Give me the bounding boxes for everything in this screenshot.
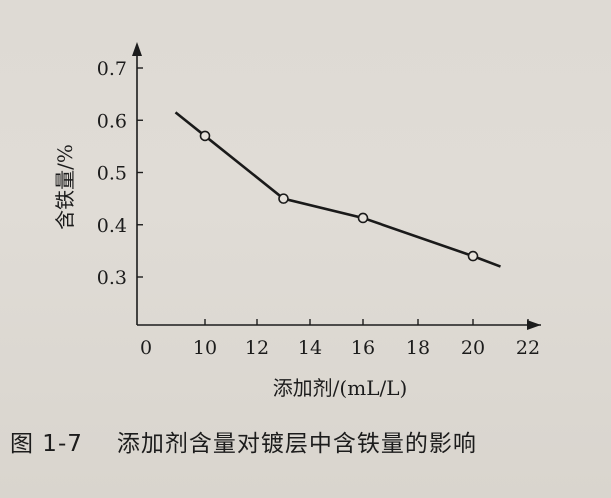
axes xyxy=(132,42,541,330)
y-axis-title: 含铁量/% xyxy=(53,144,77,230)
figure-caption: 图 1-7 添加剂含量对镀层中含铁量的影响 xyxy=(0,424,611,458)
x-tick-label: 20 xyxy=(461,337,485,359)
data-point xyxy=(357,212,369,224)
x-tick-label: 12 xyxy=(245,337,269,359)
caption-text: 添加剂含量对镀层中含铁量的影响 xyxy=(116,431,477,457)
data-point xyxy=(467,250,479,262)
x-tick-label: 18 xyxy=(406,337,430,359)
y-axis-arrow xyxy=(132,42,142,56)
data-point xyxy=(199,130,211,142)
ticks: 0 10 12 14 16 18 20 22 0.3 0.4 0.5 0.6 0.7 xyxy=(97,58,540,359)
y-tick-label: 0.6 xyxy=(97,110,127,132)
y-tick-label: 0.7 xyxy=(97,58,127,80)
x-tick-label: 0 xyxy=(140,337,152,359)
x-axis-arrow xyxy=(527,320,541,330)
x-axis-title: 添加剂/(mL/L) xyxy=(273,376,408,400)
x-tick-label: 14 xyxy=(298,337,322,359)
y-tick-label: 0.3 xyxy=(97,267,127,289)
y-tick-label: 0.4 xyxy=(97,215,127,237)
line-chart: 0 10 12 14 16 18 20 22 0.3 0.4 0.5 0.6 0.7 添加剂/(mL/L… xyxy=(53,42,541,400)
caption-label: 图 1-7 xyxy=(10,431,83,457)
x-tick-label: 16 xyxy=(351,337,375,359)
x-tick-label: 22 xyxy=(516,337,540,359)
data-point xyxy=(278,193,289,204)
x-tick-label: 10 xyxy=(193,337,217,359)
y-tick-label: 0.5 xyxy=(97,163,127,185)
series xyxy=(174,111,501,268)
series-line xyxy=(174,111,501,268)
